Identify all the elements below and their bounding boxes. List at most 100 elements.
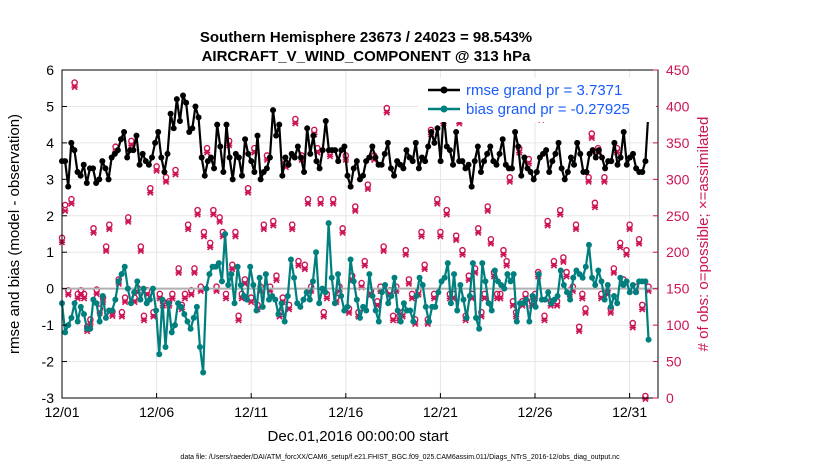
- rmse-series-point: [251, 169, 258, 176]
- bias-series-point: [400, 300, 407, 307]
- rmse-series-point: [543, 147, 550, 154]
- rmse-series-point: [533, 169, 540, 176]
- bias-series-point: [137, 296, 144, 303]
- obs-assimilated-point: [102, 247, 110, 255]
- obs-possible-point: [301, 261, 309, 269]
- rmse-series-point: [372, 154, 379, 161]
- rmse-series-point: [567, 154, 574, 161]
- bias-series-point: [303, 289, 310, 296]
- obs-possible-point: [153, 163, 160, 170]
- bias-series-point: [215, 260, 222, 267]
- obs-assimilated-point: [443, 211, 450, 218]
- obs-possible-point: [162, 174, 170, 181]
- bias-series-point: [435, 289, 442, 296]
- bias-layer: [59, 220, 652, 376]
- rmse-series-point: [263, 165, 270, 172]
- rmse-series-point: [422, 158, 429, 165]
- obs-possible-point: [118, 308, 126, 316]
- obs-assimilated-point: [345, 309, 353, 317]
- rmse-series-point: [152, 139, 159, 146]
- bias-series-point: [68, 314, 75, 321]
- obs-possible-point: [273, 272, 280, 280]
- rmse-series-point: [598, 154, 605, 161]
- bias-series-point: [501, 285, 508, 292]
- obs-assimilated-point: [506, 178, 513, 185]
- bias-series-point: [432, 303, 439, 310]
- rmse-series-point: [459, 158, 466, 165]
- bias-series-point: [488, 307, 495, 314]
- bias-series-point: [331, 300, 338, 307]
- rmse-series-point: [273, 132, 280, 139]
- y-right-tick-label: 300: [666, 171, 690, 187]
- bias-series-point: [369, 292, 376, 299]
- obs-possible-point: [487, 235, 495, 243]
- obs-assimilated-point: [329, 200, 337, 207]
- obs-possible-point: [588, 130, 596, 137]
- obs-assimilated-point: [147, 189, 154, 196]
- x-axis-label: Dec.01,2016 00:00:00 start: [268, 428, 450, 445]
- obs-assimilated-point: [405, 280, 413, 288]
- rmse-series-point: [99, 158, 106, 165]
- bias-series-point: [153, 307, 160, 314]
- bias-series-point: [149, 285, 156, 292]
- bias-series-point: [611, 292, 618, 299]
- rmse-series-point: [257, 176, 264, 183]
- bias-series-point: [200, 369, 207, 376]
- obs-assimilated-point: [481, 295, 488, 302]
- rmse-series-point: [360, 172, 367, 179]
- rmse-series-point: [158, 154, 165, 161]
- rmse-series-point: [428, 128, 435, 135]
- rmse-series-point: [552, 150, 559, 157]
- bias-series-point: [71, 300, 78, 307]
- obs-assimilated-point: [563, 273, 570, 280]
- rmse-series-point: [148, 154, 155, 161]
- obs-possible-point: [260, 221, 268, 229]
- rmse-series-point: [425, 143, 432, 150]
- bias-series-point: [363, 307, 370, 314]
- obs-assimilated-point: [339, 229, 346, 236]
- bias-series-point: [466, 292, 473, 299]
- obs-assimilated-point: [292, 120, 299, 127]
- rmse-series-point: [223, 121, 230, 128]
- bias-series-point: [375, 318, 382, 325]
- bias-series-point: [444, 260, 451, 267]
- legend: rmse grand pr = 3.7371 bias grand pr = -…: [418, 78, 656, 122]
- bias-series-point: [523, 296, 530, 303]
- obs-assimilated-point: [106, 226, 113, 233]
- obs-assimilated-point: [125, 218, 132, 226]
- obs-possible-point: [591, 199, 599, 207]
- obs-possible-point: [635, 235, 643, 243]
- obs-assimilated-point: [109, 312, 116, 320]
- bias-series-point: [262, 271, 269, 278]
- rmse-series-point: [245, 150, 252, 157]
- rmse-series-point: [555, 139, 562, 146]
- obs-possible-point: [235, 312, 242, 320]
- obs-possible-point: [629, 319, 637, 327]
- rmse-series-point: [465, 161, 472, 168]
- bias-series-point: [447, 300, 454, 307]
- bias-series-point: [193, 303, 200, 310]
- obs-assimilated-point: [557, 211, 564, 218]
- obs-possible-point: [364, 181, 372, 188]
- obs-possible-point: [102, 243, 110, 250]
- bias-series-point: [642, 278, 649, 285]
- rmse-series-point: [304, 125, 311, 132]
- obs-assimilated-point: [380, 247, 387, 255]
- bias-series-point: [171, 322, 178, 329]
- bias-series-point: [121, 263, 128, 270]
- obs-possible-point: [71, 79, 78, 86]
- bias-series-point: [589, 274, 596, 281]
- y-tick-label: 1: [46, 244, 54, 260]
- rmse-series-point: [353, 158, 360, 165]
- obs-assimilated-point: [588, 134, 595, 142]
- obs-possible-point: [216, 214, 223, 221]
- rmse-series-point: [226, 154, 233, 161]
- obs-assimilated-point: [582, 309, 589, 317]
- bias-series-point: [507, 278, 514, 285]
- bias-series-point: [228, 271, 235, 278]
- bias-series-point: [347, 256, 354, 263]
- obs-possible-point: [228, 261, 236, 269]
- rmse-series-point: [602, 165, 609, 172]
- bias-series-point: [197, 343, 204, 350]
- rmse-series-point: [65, 183, 72, 190]
